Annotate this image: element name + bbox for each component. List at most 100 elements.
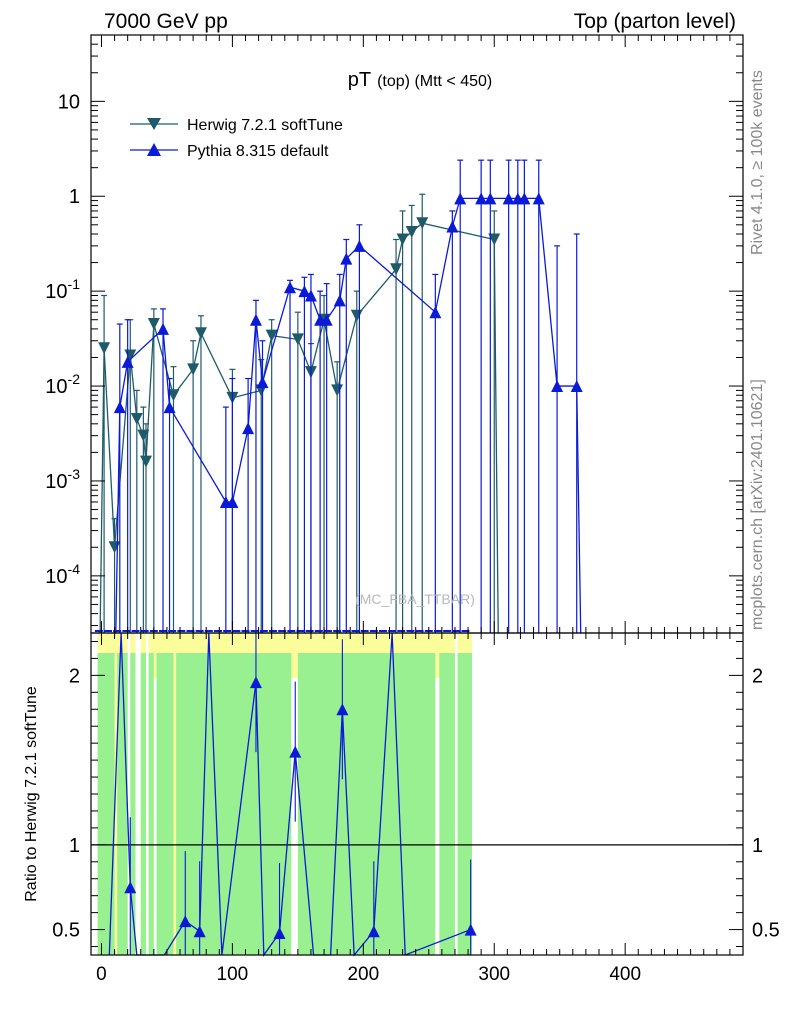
pythia-point: [551, 380, 564, 393]
x-tick-label: 200: [347, 964, 379, 985]
herwig-point: [108, 541, 121, 554]
x-tick-label: 400: [609, 964, 641, 985]
legend-pythia-label: Pythia 8.315 default: [187, 143, 329, 160]
ratio-y-tick-label: 0.5: [52, 920, 80, 942]
y-tick-label: 10-2: [45, 371, 80, 398]
plot-title: pT (top) (Mtt < 450): [348, 69, 493, 91]
herwig-point: [350, 309, 363, 322]
herwig-point: [416, 217, 429, 230]
pythia-point: [502, 192, 515, 205]
herwig-point: [98, 342, 111, 355]
pythia-point: [304, 289, 317, 302]
pythia-point: [242, 422, 255, 435]
ratio-point: [179, 915, 192, 928]
herwig-point: [265, 329, 278, 342]
ratio-y-tick-label-right: 1: [752, 835, 763, 857]
herwig-point: [187, 363, 200, 376]
ratio-y-tick-label-right: 0.5: [752, 920, 780, 942]
pythia-point: [429, 306, 442, 319]
ratio-point: [464, 923, 477, 936]
pythia-point: [532, 192, 545, 205]
x-tick-label: 100: [217, 964, 249, 985]
herwig-point: [167, 389, 180, 402]
ratio-point: [193, 925, 206, 938]
ratio-point: [273, 926, 286, 939]
herwig-point: [291, 333, 304, 346]
ratio-green-band: [130, 653, 136, 955]
pythia-point: [298, 285, 311, 298]
collision-label: 7000 GeV pp: [104, 10, 228, 33]
ratio-green-band: [156, 653, 174, 955]
pythia-point: [454, 192, 467, 205]
pythia-point: [121, 355, 134, 368]
mcplots-label: mcplots.cern.ch [arXiv:2401.10621]: [749, 379, 766, 630]
main-plot-data: [94, 159, 583, 634]
y-tick-label: 10: [58, 91, 80, 113]
herwig-point: [396, 233, 409, 246]
ratio-band-gap: [153, 678, 157, 955]
pythia-point: [157, 322, 170, 335]
ratio-band-gap: [291, 678, 298, 955]
y-tick-label: 10-3: [45, 466, 80, 493]
legend-herwig-marker: [147, 118, 161, 130]
ratio-point: [124, 881, 137, 894]
ratio-green-band: [97, 653, 115, 955]
series-line-0: [99, 222, 499, 634]
analysis-watermark: (MC_FBA_TTBAR): [355, 591, 475, 607]
x-tick-label: 300: [478, 964, 510, 985]
y-tick-label: 1: [69, 186, 80, 208]
pythia-point: [284, 281, 297, 294]
pythia-point: [570, 380, 583, 393]
ratio-point: [289, 745, 302, 758]
process-label: Top (parton level): [574, 10, 736, 33]
herwig-point: [405, 225, 418, 238]
legend-pythia-marker: [147, 143, 161, 156]
ratio-uncertainty-bands: [97, 633, 472, 955]
legend-entry-herwig: Herwig 7.2.1 softTune: [130, 117, 343, 134]
ratio-green-band: [439, 653, 455, 955]
ratio-y-axis-label: Ratio to Herwig 7.2.1 softTune: [23, 686, 40, 902]
pythia-point: [256, 376, 269, 389]
herwig-point: [147, 318, 160, 331]
legend: Herwig 7.2.1 softTune Pythia 8.315 defau…: [130, 117, 343, 160]
pythia-point: [333, 294, 346, 307]
pythia-point: [518, 192, 531, 205]
ratio-point: [367, 925, 380, 938]
ratio-green-band: [176, 653, 292, 955]
pythia-point: [163, 401, 176, 414]
rivet-version-label: Rivet 4.1.0, ≥ 100k events: [749, 70, 766, 255]
y-tick-label: 10-4: [45, 561, 80, 588]
y-tick-label: 10-1: [45, 276, 80, 303]
ratio-green-band: [117, 653, 128, 955]
ratio-green-band: [297, 653, 436, 955]
ratio-y-tick-label: 2: [69, 665, 80, 687]
herwig-point: [139, 455, 152, 468]
axes: 0 100 200 300 400 10 1 10-1 10-2 10-3 10-4 0.5 0.5 1 1…: [45, 34, 780, 985]
ratio-green-band: [457, 653, 472, 955]
herwig-point: [331, 384, 344, 397]
herwig-point: [390, 263, 403, 276]
herwig-point: [488, 233, 501, 246]
ratio-point: [336, 703, 349, 716]
pythia-point: [484, 192, 497, 205]
ratio-green-band: [140, 653, 146, 955]
herwig-point: [130, 412, 143, 425]
ratio-y-tick-label: 1: [69, 835, 80, 857]
pythia-point: [320, 313, 333, 326]
pythia-point: [353, 239, 366, 252]
pythia-point: [249, 313, 262, 326]
pythia-point: [446, 220, 459, 233]
x-tick-label: 0: [96, 964, 107, 985]
legend-herwig-label: Herwig 7.2.1 softTune: [187, 117, 343, 134]
ratio-y-tick-label-right: 2: [752, 665, 763, 687]
pythia-point: [113, 401, 126, 414]
herwig-point: [194, 327, 207, 340]
pythia-point: [226, 496, 239, 509]
ratio-band-gap: [435, 678, 440, 955]
ratio-point: [249, 676, 262, 689]
pythia-point: [340, 252, 353, 265]
legend-entry-pythia: Pythia 8.315 default: [130, 143, 329, 160]
ratio-green-band: [148, 653, 154, 955]
pythia-point: [475, 192, 488, 205]
